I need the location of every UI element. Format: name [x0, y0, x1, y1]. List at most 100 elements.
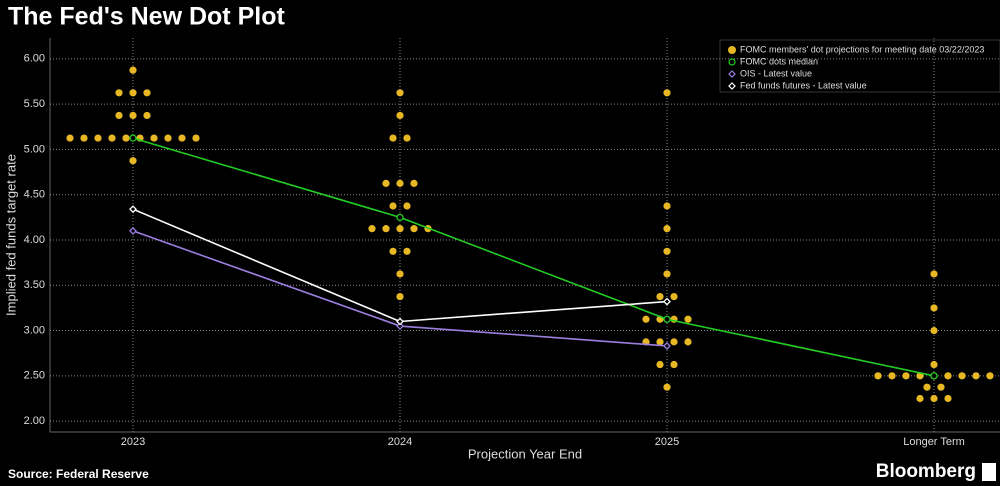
y-tick-label: 4.00 [24, 234, 45, 246]
dot [143, 89, 151, 97]
y-tick-label: 6.00 [24, 53, 45, 65]
dot [389, 202, 397, 210]
legend-label: Fed funds futures - Latest value [740, 80, 867, 90]
dot [642, 315, 650, 323]
dot [108, 134, 116, 142]
dot [916, 394, 924, 403]
dot [143, 111, 151, 120]
dot [874, 372, 882, 380]
y-tick-label: 3.00 [24, 324, 45, 336]
chart-title: The Fed's New Dot Plot [8, 3, 285, 31]
dot [396, 111, 404, 120]
dot [396, 179, 404, 187]
series-marker [396, 213, 404, 221]
series-marker [129, 227, 137, 235]
dot [663, 89, 671, 97]
x-tick-label: 2023 [121, 436, 145, 448]
dot [382, 179, 390, 187]
series-line [132, 137, 935, 377]
dot [396, 270, 404, 278]
dot [403, 202, 411, 210]
series-marker [663, 315, 671, 323]
series-marker [396, 322, 404, 330]
dot [663, 383, 671, 391]
dot [663, 202, 671, 210]
dot [663, 225, 671, 233]
series-marker [663, 297, 671, 306]
dot [382, 225, 390, 233]
dot [94, 134, 102, 142]
dot [115, 89, 123, 97]
y-tick-label: 5.50 [24, 98, 45, 110]
dot [656, 292, 664, 301]
dot [663, 270, 671, 278]
dot [930, 304, 938, 312]
legend-marker [728, 58, 736, 66]
y-axis-label: Implied fed funds target rate [3, 154, 18, 316]
legend-box [719, 39, 1000, 93]
source: Source: Federal Reserve [8, 467, 149, 481]
dot [684, 315, 692, 323]
dot [115, 111, 123, 120]
dot [389, 134, 397, 142]
dot [129, 89, 137, 97]
brand: Bloomberg [876, 461, 976, 482]
x-tick-label: 2025 [655, 436, 679, 448]
brand-icon [982, 463, 996, 481]
dot [670, 292, 678, 301]
legend-marker [728, 46, 736, 54]
dot [944, 394, 952, 403]
dot [986, 372, 994, 380]
dot [656, 338, 664, 346]
dot [410, 225, 418, 233]
dot [958, 372, 966, 380]
dot [66, 134, 74, 142]
y-tick-label: 3.50 [24, 279, 45, 291]
y-tick-label: 2.00 [24, 415, 45, 427]
dot [888, 372, 896, 380]
legend-label: OIS - Latest value [740, 68, 812, 78]
dot [972, 372, 980, 380]
dot [129, 111, 137, 120]
dot [930, 394, 938, 403]
dot [684, 338, 692, 346]
dot [930, 270, 938, 278]
dot [403, 134, 411, 142]
series-marker [129, 134, 137, 142]
y-tick-label: 4.50 [24, 189, 45, 201]
x-tick-label: Longer Term [903, 436, 965, 448]
y-tick-label: 2.50 [24, 370, 45, 382]
dot [944, 372, 952, 380]
legend-marker [728, 70, 736, 78]
dot [930, 360, 938, 369]
dot [403, 247, 411, 255]
series-marker [129, 205, 137, 214]
dot [178, 134, 186, 142]
y-tick-label: 5.00 [24, 143, 45, 155]
dot [923, 383, 931, 391]
dot [368, 225, 376, 233]
series-marker [663, 342, 671, 350]
dot [122, 134, 130, 142]
dot [396, 89, 404, 97]
dot [656, 360, 664, 369]
dot [164, 134, 172, 142]
dot [670, 360, 678, 369]
x-tick-label: 2024 [388, 436, 412, 448]
dot [80, 134, 88, 142]
dot [937, 383, 945, 391]
legend-label: FOMC dots median [740, 56, 818, 66]
legend-label: FOMC members' dot projections for meetin… [740, 44, 984, 54]
dot [150, 134, 158, 142]
x-axis-label: Projection Year End [468, 446, 582, 461]
dot [410, 179, 418, 187]
dot [396, 225, 404, 233]
dot [396, 292, 404, 301]
dot [670, 338, 678, 346]
dot [663, 247, 671, 255]
dot [930, 326, 938, 335]
dot [389, 247, 397, 255]
series-marker [930, 372, 938, 380]
